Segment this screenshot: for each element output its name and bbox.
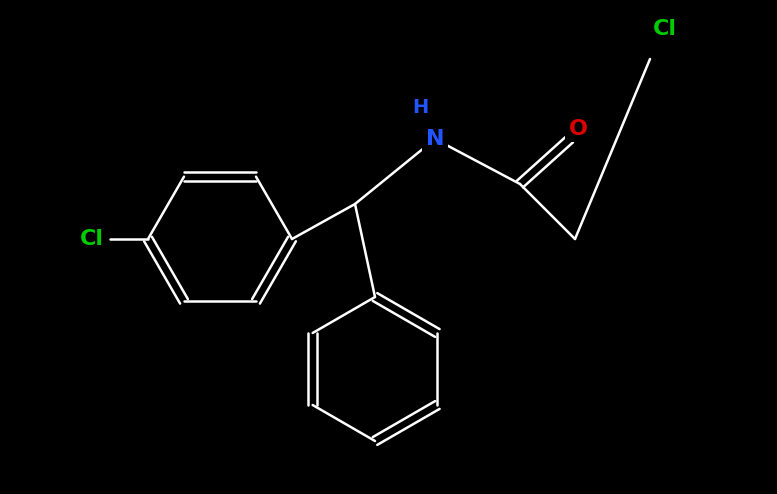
Text: O: O <box>569 119 587 139</box>
Text: H: H <box>412 97 428 117</box>
Text: N: N <box>426 129 444 149</box>
Text: Cl: Cl <box>80 229 104 249</box>
Text: Cl: Cl <box>653 19 677 39</box>
